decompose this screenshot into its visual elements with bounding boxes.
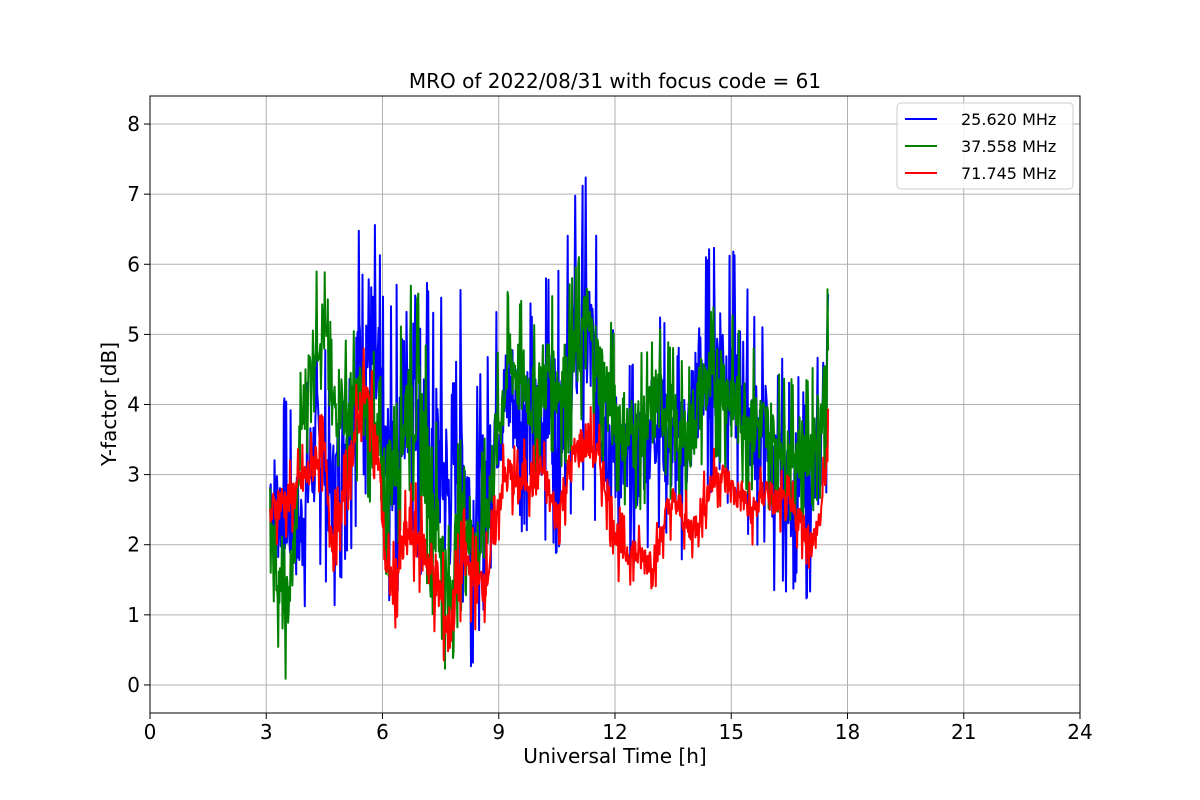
y-tick-label: 2 (127, 533, 140, 557)
x-tick-label: 24 (1067, 720, 1092, 744)
legend: 25.620 MHz 37.558 MHz 71.745 MHz (896, 102, 1074, 190)
y-tick-label: 6 (127, 252, 140, 276)
x-tick-label: 3 (260, 720, 273, 744)
x-tick-label: 15 (719, 720, 744, 744)
y-axis-label: Y-factor [dB] (97, 342, 121, 467)
x-tick-label: 9 (492, 720, 505, 744)
x-tick-label: 6 (376, 720, 389, 744)
x-tick-label: 18 (835, 720, 860, 744)
x-tick-label: 0 (144, 720, 157, 744)
y-tick-label: 5 (127, 322, 140, 346)
legend-label: 71.745 MHz (961, 164, 1056, 183)
y-tick-label: 4 (127, 393, 140, 417)
y-tick-label: 7 (127, 182, 140, 206)
series-group (269, 176, 830, 680)
y-tick-label: 1 (127, 603, 140, 627)
legend-label: 25.620 MHz (961, 110, 1056, 129)
chart-title: MRO of 2022/08/31 with focus code = 61 (409, 69, 821, 93)
series-71-745-mhz (269, 347, 830, 662)
legend-label: 37.558 MHz (961, 137, 1056, 156)
series-line (269, 347, 830, 662)
x-axis-label: Universal Time [h] (523, 744, 706, 768)
y-tick-label: 3 (127, 463, 140, 487)
legend-frame (896, 102, 1074, 190)
x-tick-label: 12 (602, 720, 627, 744)
legend-items: 25.620 MHz 37.558 MHz 71.745 MHz (905, 110, 1056, 183)
y-tick-label: 8 (127, 112, 140, 136)
x-tick-label: 21 (951, 720, 976, 744)
y-tick-label: 0 (127, 673, 140, 697)
